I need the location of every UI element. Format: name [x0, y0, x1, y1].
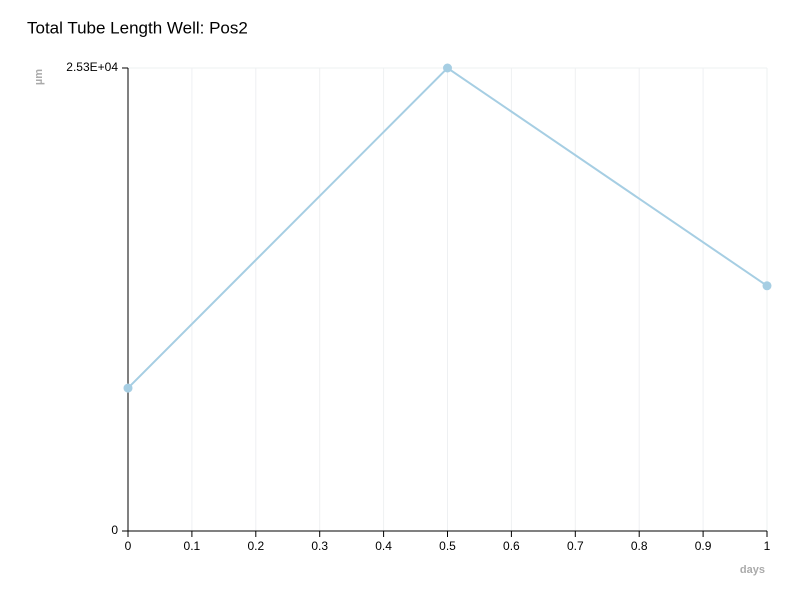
y-axis-label: µm: [33, 69, 45, 85]
x-tick-label: 0: [125, 539, 132, 553]
x-tick-label: 0.3: [311, 539, 328, 553]
data-point: [123, 383, 133, 393]
data-point: [443, 63, 452, 73]
x-tick-label: 0.5: [439, 539, 456, 553]
x-tick-label: 0.2: [247, 539, 264, 553]
data-point: [762, 281, 772, 291]
x-tick-label: 0.6: [503, 539, 520, 553]
x-tick-label: 0.1: [184, 539, 201, 553]
chart-title: Total Tube Length Well: Pos2: [27, 18, 248, 37]
x-tick-label: 0.8: [631, 539, 648, 553]
x-tick-label: 0.7: [567, 539, 584, 553]
x-tick-label: 0.9: [695, 539, 712, 553]
y-tick-label: 2.53E+04: [66, 60, 118, 74]
y-tick-label: 0: [111, 523, 118, 537]
x-axis-label: days: [740, 564, 765, 576]
x-tick-label: 0.4: [375, 539, 392, 553]
x-tick-label: 1: [764, 539, 771, 553]
